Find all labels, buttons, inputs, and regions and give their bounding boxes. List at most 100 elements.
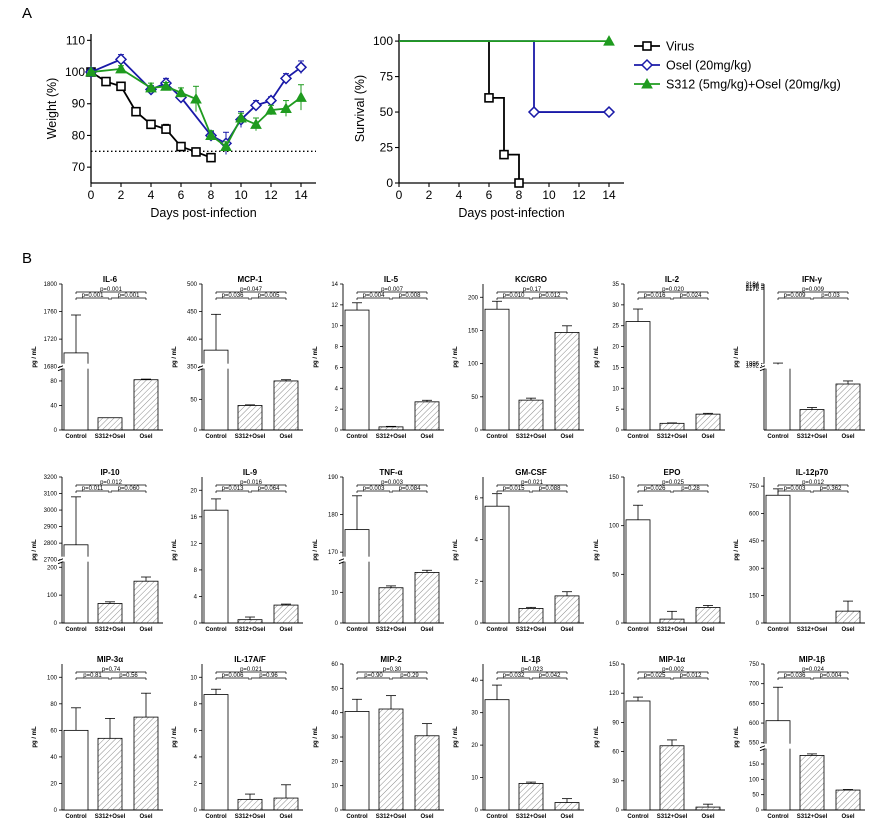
bar-category-label: Osel xyxy=(841,814,854,820)
bar xyxy=(203,509,229,624)
bar-category-label: Osel xyxy=(701,434,714,440)
subplot-y-tick-label: 40 xyxy=(471,678,478,684)
bar xyxy=(273,604,299,624)
subplot-y-tick-label: 30 xyxy=(331,735,338,741)
cytokine-subplot: 0 2 4 6 pg / mL GM-CSF Control S312+Osel Osel p=0… xyxy=(453,468,584,633)
legend: Virus Osel (20mg/kg) S312 (5mg/kg)+Osel (2… xyxy=(634,40,841,92)
survival-y-tick-label: 100 xyxy=(373,34,393,48)
p-bracket-outer-label: p=0.003 xyxy=(381,480,404,486)
subplot-y-tick-label: 150 xyxy=(749,762,760,768)
bar-category-label: Control xyxy=(627,434,649,440)
subplot-y-tick-label: 2 xyxy=(335,407,339,413)
weight-data-point xyxy=(249,99,263,112)
bar xyxy=(63,729,89,811)
subplot-y-tick-label: 100 xyxy=(47,675,58,681)
bar-category-label: S312+Osel xyxy=(516,434,547,440)
bar xyxy=(625,321,651,431)
subplot-y-tick-label: 8 xyxy=(335,345,339,351)
subplot-y-tick-label: 10 xyxy=(331,784,338,790)
survival-data-point xyxy=(527,105,541,119)
survival-y-tick-label: 25 xyxy=(380,141,394,155)
subplot-y-tick-label: 180 xyxy=(328,513,339,519)
bar-category-label: S312+Osel xyxy=(95,627,126,633)
cytokine-subplot: 0 50 100 150 550 600 650 700 750 pg / mL MIP-1β Con… xyxy=(734,655,865,820)
p-bracket-outer-label: p=0.047 xyxy=(240,287,263,293)
p-bracket-outer-label: p=0.012 xyxy=(100,480,123,486)
subplot-y-tick-label: 4 xyxy=(194,755,198,761)
bar-category-label: S312+Osel xyxy=(376,627,407,633)
bar-category-label: Control xyxy=(767,814,789,820)
subplot-y-tick-label: 14 xyxy=(331,282,338,288)
subplot-y-tick-label: 20 xyxy=(50,781,57,787)
subplot-title: MIP-1β xyxy=(799,655,825,664)
bar-category-label: Osel xyxy=(139,434,152,440)
subplot-y-tick-label: 30 xyxy=(471,711,478,717)
subplot-y-tick-label: 20 xyxy=(612,345,619,351)
p-bracket-left-label: p=0.032 xyxy=(503,673,526,679)
bar xyxy=(63,544,89,624)
p-bracket-right-label: p=0.084 xyxy=(399,486,422,492)
subplot-y-tick-label: 150 xyxy=(468,328,479,334)
subplot-y-tick-label: 150 xyxy=(749,594,760,600)
bar-category-label: S312+Osel xyxy=(235,434,266,440)
weight-data-point xyxy=(116,81,126,92)
subplot-title: IL-17A/F xyxy=(234,655,266,664)
p-bracket-outer-label: p=0.74 xyxy=(102,667,121,673)
legend-entry: Osel (20mg/kg) xyxy=(666,59,751,73)
legend-entry: S312 (5mg/kg)+Osel (20mg/kg) xyxy=(666,78,841,92)
bar-category-label: Control xyxy=(65,814,87,820)
p-bracket-outer-label: p=0.021 xyxy=(521,480,544,486)
weight-x-tick-label: 4 xyxy=(148,188,155,202)
p-bracket-left-label: p=0.013 xyxy=(222,486,245,492)
bar xyxy=(237,619,263,624)
cytokine-subplot: 0 50 350 400 450 500 pg / mL MCP-1 Control S312+O… xyxy=(172,275,303,440)
bar-category-label: S312+Osel xyxy=(95,434,126,440)
bar xyxy=(273,797,299,811)
subplot-y-tick-label: 1760 xyxy=(44,310,58,316)
legend-swatch-marker xyxy=(640,58,654,72)
bar xyxy=(484,505,510,624)
bar xyxy=(378,587,404,624)
subplot-y-tick-label: 550 xyxy=(749,741,760,747)
weight-y-tick-label: 70 xyxy=(72,160,86,174)
subplot-title: MIP-2 xyxy=(380,655,402,664)
subplot-y-tick-label: 10 xyxy=(331,324,338,330)
subplot-title: IP-10 xyxy=(100,468,120,477)
bar-category-label: Osel xyxy=(841,627,854,633)
subplot-y-tick-label: 450 xyxy=(187,310,198,316)
bar xyxy=(414,735,440,811)
bar xyxy=(273,380,299,431)
p-bracket-left-label: p=0.026 xyxy=(644,486,667,492)
p-bracket-outer-label: p=0.020 xyxy=(662,287,685,293)
p-bracket-outer-label: p=0.001 xyxy=(100,287,123,293)
survival-x-tick-label: 0 xyxy=(396,188,403,202)
subplot-y-tick-label: 0 xyxy=(194,808,198,814)
subplot-y-tick-label: 25 xyxy=(612,324,619,330)
weight-x-tick-label: 8 xyxy=(208,188,215,202)
p-bracket-left-label: p=0.036 xyxy=(784,673,807,679)
subplot-y-tick-label: 2700 xyxy=(44,558,58,564)
subplot-y-axis-label: pg / mL xyxy=(172,726,178,748)
bar xyxy=(765,364,791,431)
bar xyxy=(484,699,510,811)
subplot-y-tick-label: 8 xyxy=(194,702,198,708)
subplot-y-tick-label: 750 xyxy=(749,662,760,668)
bar-category-label: S312+Osel xyxy=(657,627,688,633)
subplot-y-tick-label: 0 xyxy=(756,621,760,627)
bar-category-label: Control xyxy=(65,434,87,440)
bar xyxy=(799,755,825,811)
bar-category-label: S312+Osel xyxy=(657,814,688,820)
subplot-title: TNF-α xyxy=(379,468,402,477)
cytokine-subplot: 0 4 8 12 16 20 pg / mL IL-9 Control S312+Osel Osel… xyxy=(172,468,303,633)
survival-x-tick-label: 14 xyxy=(602,188,616,202)
subplot-y-tick-label: 150 xyxy=(609,662,620,668)
survival-x-tick-label: 4 xyxy=(456,188,463,202)
p-bracket-right-label: p=0.064 xyxy=(258,486,281,492)
p-bracket-right-label: p=0.005 xyxy=(258,293,281,299)
bar xyxy=(344,309,370,431)
subplot-y-axis-label: pg / mL xyxy=(313,346,319,368)
bar-category-label: Control xyxy=(767,627,789,633)
subplot-y-axis-label: pg / mL xyxy=(594,539,600,561)
bar-category-label: S312+Osel xyxy=(516,814,547,820)
cytokine-subplot: 0 2 4 6 8 10 12 14 pg / mL IL-5 Control S312+Osel Os… xyxy=(313,275,444,440)
